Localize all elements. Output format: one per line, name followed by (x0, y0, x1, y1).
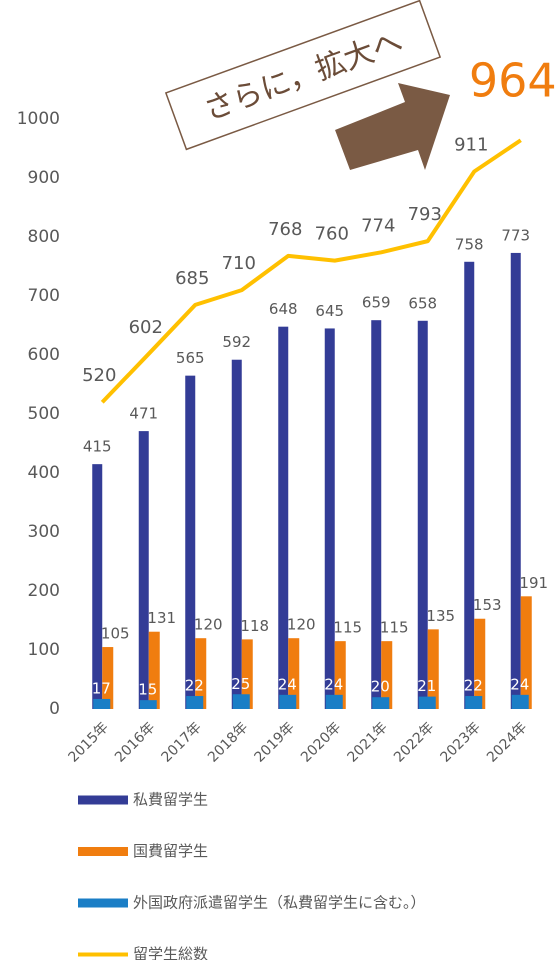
bar-value-label: 648 (269, 300, 298, 318)
bar-value-label: 645 (315, 302, 344, 320)
bar (419, 697, 436, 709)
legend-label: 留学生総数 (133, 945, 208, 960)
x-tick-label: 2019年 (251, 719, 297, 765)
line-value-label: 768 (268, 219, 302, 240)
bar (186, 696, 203, 709)
bar (326, 695, 343, 709)
bar (465, 696, 482, 709)
y-tick-label: 100 (28, 640, 60, 660)
bar (371, 320, 381, 709)
bar-value-label: 131 (147, 609, 176, 627)
legend-label: 私費留学生 (133, 791, 208, 809)
bar-value-label: 24 (278, 675, 297, 693)
y-tick-label: 1000 (17, 109, 60, 129)
x-tick-label: 2015年 (65, 719, 111, 765)
bar-value-label: 565 (176, 349, 205, 367)
line-value-label: 710 (222, 253, 256, 274)
bar (185, 376, 195, 709)
bar-value-label: 758 (455, 235, 484, 253)
bar (232, 360, 242, 709)
legend-swatch (78, 847, 128, 856)
bar (139, 431, 149, 709)
bar-value-label: 22 (185, 677, 204, 695)
line-value-label: 774 (361, 215, 395, 236)
line-value-label: 602 (129, 317, 163, 338)
line-value-label: 520 (82, 365, 116, 386)
legend-label: 外国政府派遣留学生（私費留学生に含む。） (133, 894, 426, 912)
y-tick-label: 400 (28, 463, 60, 483)
bar-value-label: 115 (380, 619, 409, 637)
line-value-label: 793 (408, 204, 442, 225)
bar-value-label: 659 (362, 294, 391, 312)
x-tick-label: 2020年 (298, 719, 344, 765)
x-tick-label: 2022年 (391, 719, 437, 765)
bar (511, 253, 521, 709)
line-value-label: 964 (469, 54, 555, 108)
x-tick-label: 2023年 (437, 719, 483, 765)
bar-value-label: 15 (138, 681, 157, 699)
total-line (102, 140, 521, 402)
bar (93, 699, 110, 709)
bar-value-label: 17 (92, 679, 111, 697)
bar-value-label: 115 (333, 619, 362, 637)
legend-swatch (78, 899, 128, 908)
bar-value-label: 118 (240, 617, 269, 635)
bar-value-label: 120 (287, 616, 316, 634)
line-value-label: 911 (454, 135, 488, 156)
bar-value-label: 153 (473, 596, 502, 614)
bar (418, 321, 428, 709)
bar (372, 697, 389, 709)
line-value-label: 760 (315, 224, 349, 245)
bar-value-label: 773 (501, 226, 530, 244)
bar-value-label: 105 (101, 625, 130, 643)
y-tick-label: 800 (28, 227, 60, 247)
bar (325, 328, 335, 709)
bar (464, 262, 474, 709)
x-tick-label: 2016年 (112, 719, 158, 765)
legend-label: 国費留学生 (133, 842, 208, 860)
bar (140, 700, 157, 709)
y-tick-label: 500 (28, 404, 60, 424)
bar-value-label: 592 (222, 333, 251, 351)
bar-value-label: 25 (231, 675, 250, 693)
x-tick-label: 2021年 (344, 719, 390, 765)
y-tick-label: 200 (28, 581, 60, 601)
arrow (335, 83, 450, 170)
bar-value-label: 22 (464, 677, 483, 695)
bar-value-label: 24 (510, 675, 529, 693)
bar-value-label: 471 (129, 405, 158, 423)
y-tick-label: 300 (28, 522, 60, 542)
x-tick-label: 2017年 (158, 719, 204, 765)
x-tick-label: 2018年 (205, 719, 251, 765)
bar-value-label: 20 (371, 678, 390, 696)
bar (233, 694, 250, 709)
y-tick-label: 700 (28, 286, 60, 306)
bar-value-label: 135 (426, 607, 455, 625)
x-tick-label: 2024年 (484, 719, 530, 765)
y-tick-label: 600 (28, 345, 60, 365)
bar-value-label: 415 (83, 438, 112, 456)
bar (92, 464, 102, 709)
bar-value-label: 658 (408, 294, 437, 312)
legend-swatch (78, 796, 128, 805)
bar-value-label: 24 (324, 675, 343, 693)
bar (278, 327, 288, 709)
bar-value-label: 21 (417, 677, 436, 695)
chart: さらに，拡大へ 01002003004005006007008009001000… (0, 0, 555, 960)
bar (279, 695, 296, 709)
bar-value-label: 120 (194, 616, 223, 634)
bar-value-label: 191 (519, 574, 548, 592)
bar (474, 619, 485, 709)
bar (512, 695, 529, 709)
y-tick-label: 0 (49, 699, 60, 719)
y-tick-label: 900 (28, 168, 60, 188)
line-value-label: 685 (175, 268, 209, 289)
